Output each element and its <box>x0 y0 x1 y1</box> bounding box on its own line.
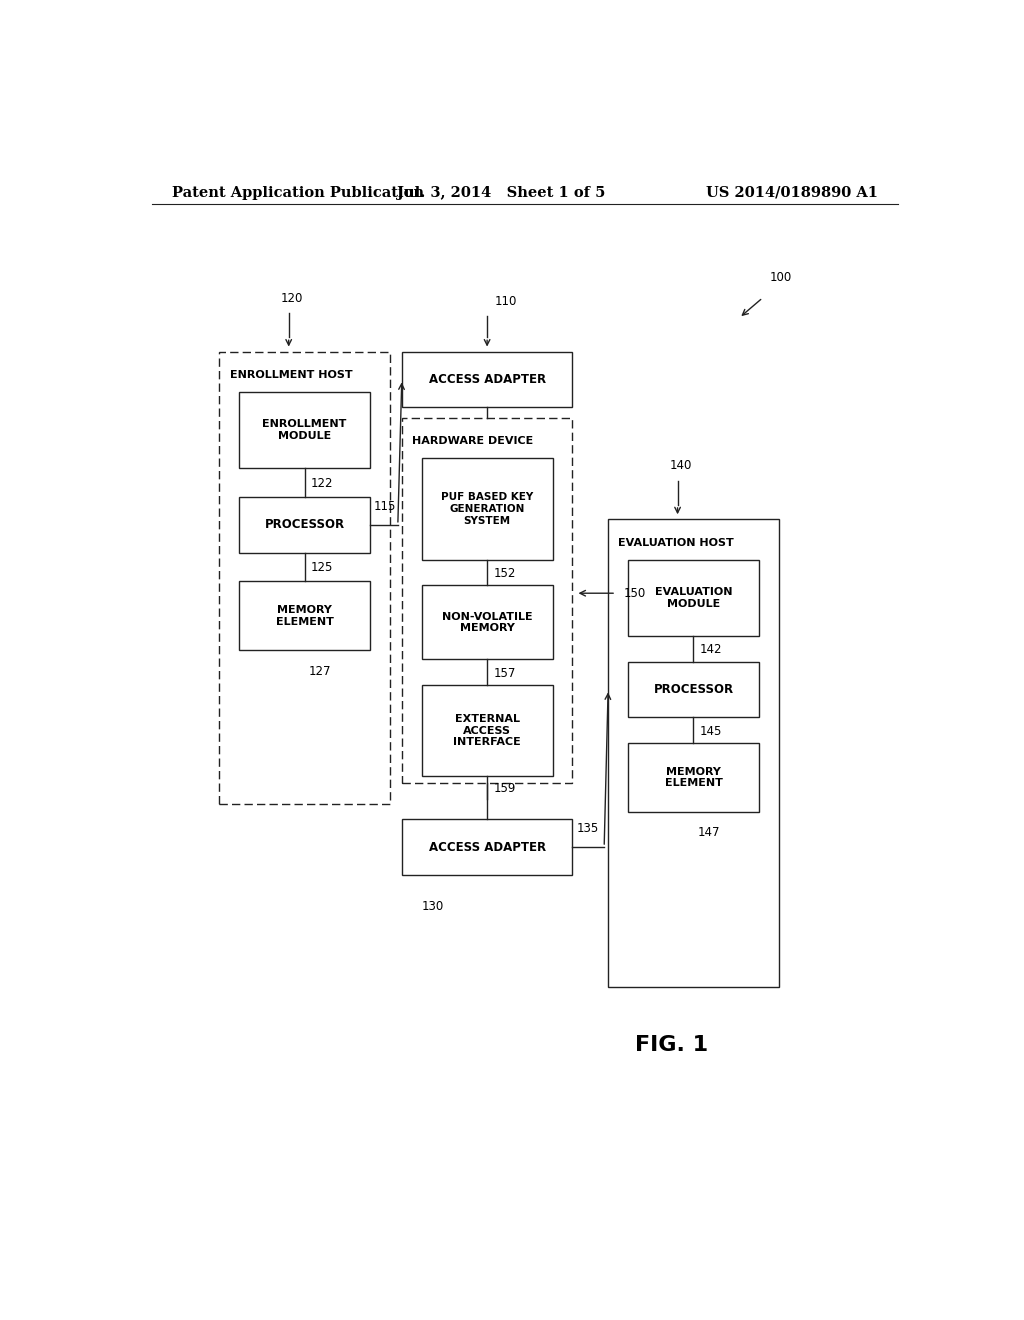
Text: ENROLLMENT
MODULE: ENROLLMENT MODULE <box>262 420 347 441</box>
Bar <box>608 519 778 987</box>
Text: EXTERNAL
ACCESS
INTERFACE: EXTERNAL ACCESS INTERFACE <box>454 714 521 747</box>
Bar <box>240 581 370 651</box>
Bar <box>422 585 553 660</box>
Text: PROCESSOR: PROCESSOR <box>264 519 345 532</box>
Text: 147: 147 <box>697 826 720 840</box>
Text: ACCESS ADAPTER: ACCESS ADAPTER <box>428 374 546 385</box>
Text: 127: 127 <box>308 664 331 677</box>
Bar <box>401 351 572 408</box>
Bar <box>401 417 572 784</box>
Text: 140: 140 <box>670 459 692 473</box>
Bar <box>628 661 759 718</box>
Text: 122: 122 <box>311 477 334 490</box>
Text: MEMORY
ELEMENT: MEMORY ELEMENT <box>275 605 334 627</box>
Text: 157: 157 <box>494 667 516 680</box>
Text: 100: 100 <box>769 272 792 284</box>
Text: 142: 142 <box>699 643 722 656</box>
Text: 110: 110 <box>495 294 517 308</box>
Bar <box>240 392 370 469</box>
Text: Patent Application Publication: Patent Application Publication <box>172 186 424 199</box>
Text: PUF BASED KEY
GENERATION
SYSTEM: PUF BASED KEY GENERATION SYSTEM <box>441 492 534 525</box>
Text: 159: 159 <box>494 783 516 796</box>
Text: 130: 130 <box>422 900 443 913</box>
Bar <box>401 818 572 875</box>
Text: 150: 150 <box>624 586 646 599</box>
Bar <box>628 560 759 636</box>
Text: Jul. 3, 2014   Sheet 1 of 5: Jul. 3, 2014 Sheet 1 of 5 <box>397 186 605 199</box>
Text: 135: 135 <box>577 822 599 834</box>
Text: EVALUATION HOST: EVALUATION HOST <box>618 537 734 548</box>
Text: 120: 120 <box>281 292 303 305</box>
Text: ACCESS ADAPTER: ACCESS ADAPTER <box>428 841 546 854</box>
Bar <box>219 351 390 804</box>
Bar <box>422 458 553 560</box>
Text: 145: 145 <box>699 725 722 738</box>
Text: 152: 152 <box>494 568 516 579</box>
Bar <box>240 496 370 553</box>
Text: US 2014/0189890 A1: US 2014/0189890 A1 <box>706 186 878 199</box>
Text: 125: 125 <box>311 561 333 574</box>
Bar <box>422 685 553 776</box>
Bar <box>628 743 759 812</box>
Text: MEMORY
ELEMENT: MEMORY ELEMENT <box>665 767 722 788</box>
Text: PROCESSOR: PROCESSOR <box>653 682 733 696</box>
Text: ENROLLMENT HOST: ENROLLMENT HOST <box>229 370 352 380</box>
Text: HARDWARE DEVICE: HARDWARE DEVICE <box>412 436 534 446</box>
Text: 115: 115 <box>374 499 396 512</box>
Text: NON-VOLATILE
MEMORY: NON-VOLATILE MEMORY <box>441 611 532 634</box>
Text: FIG. 1: FIG. 1 <box>635 1035 709 1055</box>
Text: EVALUATION
MODULE: EVALUATION MODULE <box>654 587 732 609</box>
